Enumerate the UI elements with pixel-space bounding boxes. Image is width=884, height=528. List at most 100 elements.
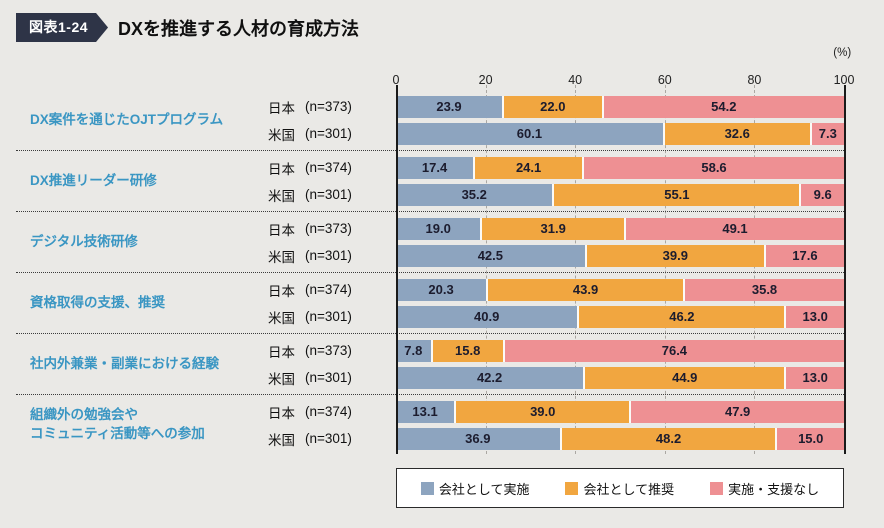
segment-value: 43.9: [572, 282, 599, 297]
axis-line-100: [844, 85, 846, 454]
bar-segment-3: 9.6: [799, 183, 844, 206]
bar-segment-3: 13.0: [784, 305, 844, 328]
bar-segment-1: 7.8: [396, 339, 431, 362]
segment-value: 13.0: [802, 309, 828, 324]
x-axis-unit-label: (%): [833, 47, 852, 59]
bar-segment-2: 31.9: [480, 217, 624, 240]
bar-track: 23.9 22.0 54.2: [396, 95, 844, 118]
segment-value: 15.8: [455, 343, 481, 358]
bar-segment-3: 49.1: [624, 217, 844, 240]
figure-number-badge: 図表1-24: [16, 13, 108, 42]
bar-segment-2: 22.0: [502, 95, 602, 118]
row-label: 米国 (n=301): [252, 246, 396, 266]
country-label: 日本: [268, 344, 295, 360]
category-label: 社内外兼業・副業における経験: [30, 355, 219, 371]
x-tick-80: 80: [747, 73, 762, 87]
segment-value: 13.0: [802, 370, 828, 385]
legend-swatch: [710, 481, 724, 495]
country-label: 米国: [268, 432, 295, 448]
category-bars: 日本 (n=373) 19.0 31.9 49.1 米国 (n=301) 42.5 39.9 17…: [252, 215, 844, 269]
category-group: 資格取得の支援、推奨 日本 (n=374) 20.3 43.9 35.8 米国 (n=301)…: [16, 272, 844, 333]
bar-track: 36.9 48.2 15.0: [396, 427, 844, 450]
segment-value: 40.9: [474, 309, 500, 324]
segment-value: 17.6: [792, 248, 818, 263]
segment-value: 20.3: [428, 282, 454, 297]
bar-groups: DX案件を通じたOJTプログラム 日本 (n=373) 23.9 22.0 54.2 米国(…: [16, 90, 844, 455]
row-label: 米国 (n=301): [252, 429, 396, 449]
country-label: 日本: [268, 283, 295, 299]
segment-value: 55.1: [664, 187, 690, 202]
bar-track: 40.9 46.2 13.0: [396, 305, 844, 328]
segment-value: 9.6: [813, 187, 832, 202]
segment-value: 35.2: [461, 187, 487, 202]
sample-size-label: (n=301): [305, 126, 352, 141]
bar-segment-1: 35.2: [396, 183, 553, 206]
legend-item: 会社として推奨: [565, 479, 674, 498]
stacked-bar-chart: (%) 0 20 40 60 80 100 DX案件を通じたOJTプログラム 日本 (n=37…: [0, 44, 884, 508]
bar-row: 日本 (n=374) 13.1 39.0 47.9: [252, 398, 844, 425]
x-tick-40: 40: [568, 73, 583, 87]
bar-segment-3: 15.0: [775, 427, 844, 450]
sample-size-label: (n=373): [305, 221, 352, 236]
category-bars: 日本 (n=374) 13.1 39.0 47.9 米国 (n=301) 36.9 48.2 15…: [252, 398, 844, 452]
figure-title: DXを推進する人材の育成方法: [118, 18, 360, 39]
category-group: 社内外兼業・副業における経験 日本 (n=373) 7.8 15.8 76.4 米国 (n=3…: [16, 333, 844, 394]
legend-item: 実施・支援なし: [710, 479, 819, 498]
row-label: 日本 (n=373): [252, 97, 396, 117]
bar-segment-1: 13.1: [396, 400, 455, 423]
country-label: 日本: [268, 100, 295, 116]
bar-segment-1: 60.1: [396, 122, 663, 145]
bar-segment-1: 23.9: [396, 95, 503, 118]
bar-row: 日本 (n=373) 23.9 22.0 54.2: [252, 93, 844, 120]
sample-size-label: (n=301): [305, 187, 352, 202]
bar-track: 35.2 55.1 9.6: [396, 183, 844, 206]
row-label: 米国 (n=301): [252, 185, 396, 205]
legend-label: 会社として実施: [438, 481, 530, 497]
sample-size-label: (n=374): [305, 282, 352, 297]
category-bars: 日本 (n=373) 23.9 22.0 54.2 米国 (n=301) 60.1 32.6 7.…: [252, 93, 844, 147]
bar-segment-3: 35.8: [683, 278, 844, 301]
sample-size-label: (n=373): [305, 343, 352, 358]
bar-segment-2: 55.1: [552, 183, 800, 206]
bar-segment-2: 44.9: [583, 366, 785, 389]
segment-value: 48.2: [655, 431, 682, 446]
bar-segment-1: 17.4: [396, 156, 474, 179]
bar-track: 17.4 24.1 58.6: [396, 156, 844, 179]
bar-segment-2: 43.9: [486, 278, 684, 301]
legend-label: 会社として推奨: [583, 481, 675, 497]
country-label: 米国: [268, 188, 295, 204]
bar-row: 米国 (n=301) 40.9 46.2 13.0: [252, 303, 844, 330]
row-label: 日本 (n=373): [252, 219, 396, 239]
bar-track: 7.8 15.8 76.4: [396, 339, 844, 362]
bar-row: 日本 (n=373) 19.0 31.9 49.1: [252, 215, 844, 242]
segment-value: 49.1: [722, 221, 748, 236]
country-label: 日本: [268, 222, 295, 238]
bar-segment-2: 15.8: [430, 339, 503, 362]
bar-segment-2: 46.2: [577, 305, 785, 328]
category-label: デジタル技術研修: [30, 233, 138, 249]
x-tick-100: 100: [833, 73, 855, 87]
segment-value: 44.9: [672, 370, 698, 385]
bar-segment-1: 20.3: [396, 278, 487, 301]
segment-value: 7.3: [818, 126, 837, 141]
bar-segment-3: 47.9: [629, 400, 844, 423]
bar-segment-3: 58.6: [582, 156, 844, 179]
row-label: 日本 (n=374): [252, 280, 396, 300]
category-group: DX案件を通じたOJTプログラム 日本 (n=373) 23.9 22.0 54.2 米国 (…: [16, 90, 844, 150]
category-group: 組織外の勉強会や コミュニティ活動等への参加 日本 (n=374) 13.1 39.0 47…: [16, 394, 844, 455]
segment-value: 42.2: [476, 370, 503, 385]
x-tick-20: 20: [478, 73, 493, 87]
sample-size-label: (n=374): [305, 404, 352, 419]
bar-track: 42.5 39.9 17.6: [396, 244, 844, 267]
bar-track: 60.1 32.6 7.3: [396, 122, 844, 145]
row-label: 日本 (n=374): [252, 402, 396, 422]
category-bars: 日本 (n=373) 7.8 15.8 76.4 米国 (n=301) 42.2 44.9 13.…: [252, 337, 844, 391]
bar-segment-1: 42.2: [396, 366, 584, 389]
bar-segment-1: 36.9: [396, 427, 560, 450]
country-label: 米国: [268, 127, 295, 143]
plot-area: DX案件を通じたOJTプログラム 日本 (n=373) 23.9 22.0 54.2 米国(…: [16, 85, 846, 455]
segment-value: 58.6: [701, 160, 727, 175]
segment-value: 13.1: [412, 404, 438, 419]
country-label: 日本: [268, 405, 295, 421]
sample-size-label: (n=301): [305, 309, 352, 324]
